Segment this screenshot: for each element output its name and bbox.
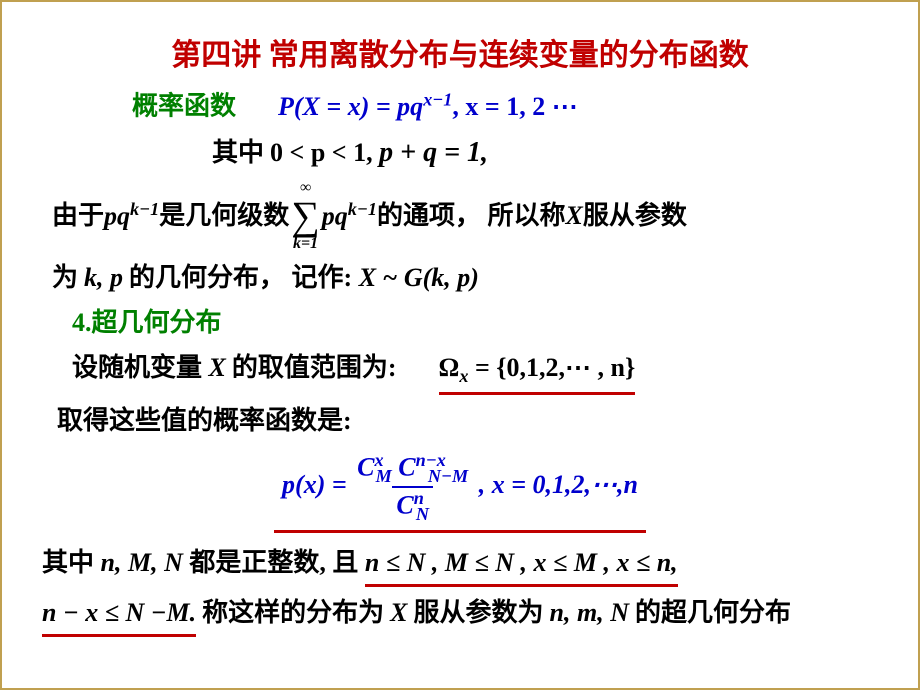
- l8-a: 其中: [42, 548, 101, 577]
- row-pf-label: 取得这些值的概率函数是:: [57, 401, 878, 440]
- l5-omega: Ω: [439, 353, 460, 382]
- section4-label: 4.超几何分布: [72, 308, 222, 337]
- px-num: CxM Cn−xN−M: [353, 450, 472, 486]
- where-label: 其中: [212, 138, 264, 167]
- row-geom-dist: 为 k, p 的几何分布， 记作: X ~ G(k, p): [52, 258, 878, 297]
- slide-container: 第四讲 常用离散分布与连续变量的分布函数 概率函数 P(X = x) = pqx…: [0, 0, 920, 690]
- l3-pq2-exp: k−1: [348, 199, 377, 219]
- l3-pq1-exp: k−1: [130, 199, 159, 219]
- l3-pq1-base: pq: [104, 201, 130, 230]
- slide-title: 第四讲 常用离散分布与连续变量的分布函数: [42, 30, 878, 74]
- l4-c: 的几何分布， 记作:: [129, 263, 359, 292]
- l9-a: n − x ≤ N −M.: [42, 593, 196, 637]
- row-where: 其中 0 < p < 1, p + q = 1,: [212, 132, 878, 174]
- l5-c: 的取值范围为:: [232, 353, 397, 382]
- label-prob-fn: 概率函数: [132, 92, 236, 121]
- l3-e: 的通项， 所以称: [377, 196, 566, 235]
- l3-pq2-base: pq: [322, 201, 348, 230]
- l9-b: 称这样的分布为: [202, 598, 384, 627]
- l9-c: X: [390, 598, 407, 627]
- eq-prob-fn-base: P(X = x) = pq: [278, 92, 423, 121]
- l6: 取得这些值的概率函数是:: [57, 406, 352, 435]
- px-numB-sub: N−M: [428, 466, 468, 486]
- l3-pq2: pqk−1: [322, 196, 377, 236]
- eq-where-1: 0 < p < 1,: [270, 138, 379, 167]
- sum-bot: k=1: [293, 236, 318, 252]
- px-denC: C: [396, 491, 413, 520]
- eq-prob-fn-main: P(X = x) = pqx−1, x = 1, 2 ⋯: [278, 92, 578, 121]
- l4-d: X ~ G(k, p): [359, 263, 479, 292]
- l3-f: X: [566, 196, 583, 235]
- l3-c: 是几何级数: [159, 196, 289, 235]
- section-4-header: 4.超几何分布: [72, 303, 878, 342]
- l9-d: 服从参数为: [414, 598, 544, 627]
- row-geom-series: 由于 pqk−1 是几何级数 ∞ ∑ k=1 pqk−1 的通项， 所以称 X …: [52, 180, 878, 252]
- l3-g: 服从参数: [583, 196, 687, 235]
- px-tail: , x = 0,1,2,⋯,n: [479, 470, 638, 499]
- l3-pq1: pqk−1: [104, 196, 159, 236]
- px-lhs: p(x) =: [282, 470, 353, 499]
- px-den-sub: N: [416, 504, 429, 524]
- l5-a: 设随机变量: [72, 353, 209, 382]
- row-px-formula: p(x) = CxM Cn−xN−M CnN , x = 0,1,2,⋯,n: [42, 446, 878, 533]
- sigma-icon: ∑: [291, 196, 320, 236]
- l5-set: = {0,1,2,⋯ , n}: [468, 353, 635, 382]
- omega-expr: Ωx = {0,1,2,⋯ , n}: [439, 348, 636, 395]
- l3-a: 由于: [52, 196, 104, 235]
- px-den: CnN: [392, 486, 433, 524]
- l8-b: n, M, N: [101, 548, 190, 577]
- row-constraints-2: n − x ≤ N −M. 称这样的分布为 X 服从参数为 n, m, N 的超…: [42, 593, 878, 637]
- px-formula: p(x) = CxM Cn−xN−M CnN , x = 0,1,2,⋯,n: [274, 446, 646, 533]
- l8-d: n ≤ N , M ≤ N , x ≤ M , x ≤ n,: [365, 543, 678, 587]
- row-range: 设随机变量 X 的取值范围为: Ωx = {0,1,2,⋯ , n}: [72, 348, 878, 395]
- sum-symbol: ∞ ∑ k=1: [291, 180, 320, 252]
- l4-a: 为: [52, 263, 78, 292]
- row-constraints-1: 其中 n, M, N 都是正整数, 且 n ≤ N , M ≤ N , x ≤ …: [42, 543, 878, 587]
- px-frac: CxM Cn−xN−M CnN: [353, 450, 472, 524]
- px-numA-sub: M: [376, 466, 392, 486]
- l9-e: n, m, N: [550, 598, 629, 627]
- eq-prob-fn-exp: x−1: [423, 89, 452, 109]
- px-numB: C: [398, 453, 415, 482]
- eq-prob-fn-tail: , x = 1, 2 ⋯: [452, 92, 577, 121]
- eq-where-2: p + q = 1,: [379, 137, 488, 168]
- row-prob-fn: 概率函数 P(X = x) = pqx−1, x = 1, 2 ⋯: [132, 86, 878, 126]
- l9-f: 的超几何分布: [635, 598, 791, 627]
- l5-b: X: [209, 353, 226, 382]
- l8-c: 都是正整数, 且: [189, 548, 365, 577]
- px-numA: C: [357, 453, 374, 482]
- l4-b: k, p: [84, 263, 123, 292]
